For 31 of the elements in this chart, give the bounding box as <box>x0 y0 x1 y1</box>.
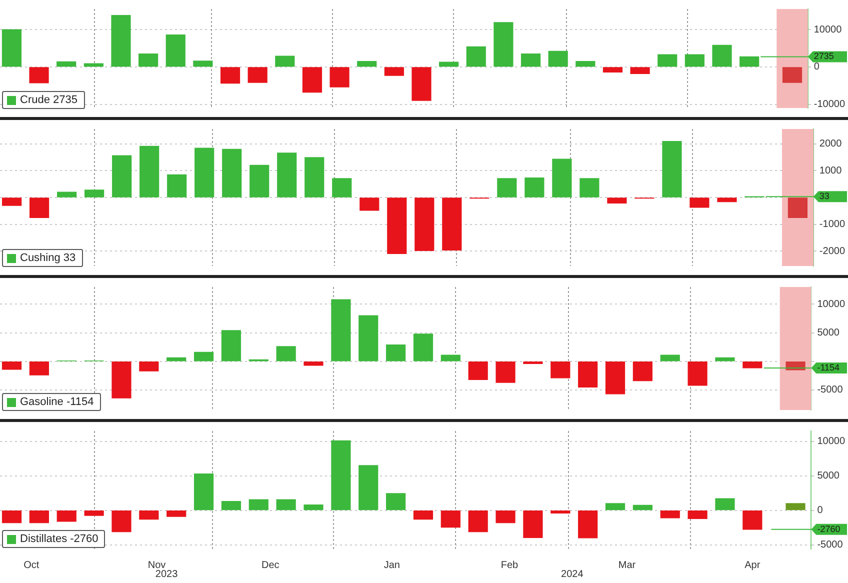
y-tick-label: 10000 <box>814 24 842 36</box>
y-tick-label: 1000 <box>819 165 842 176</box>
x-tick-label: Oct <box>24 560 40 571</box>
y-tick-label: -10000 <box>814 99 846 110</box>
y-tick-label: 2000 <box>819 138 842 150</box>
x-tick-label: Dec <box>262 560 280 571</box>
y-tick-label: 10000 <box>817 298 846 310</box>
x-tick-label: Feb <box>500 560 518 571</box>
x-tick-label: Apr <box>744 560 761 571</box>
y-tick-label: 0 <box>814 62 820 73</box>
text: 2023 <box>155 568 178 580</box>
ref-line-label: -2760 <box>817 524 840 534</box>
x-tick-label: Nov <box>148 560 166 571</box>
legend-label: Cushing 33 <box>20 252 76 264</box>
ref-line-label: -1154 <box>817 362 840 372</box>
ref-line-label: 2735 <box>814 51 834 62</box>
legend-label: Crude 2735 <box>20 94 78 106</box>
y-tick-label: 5000 <box>817 328 840 339</box>
y-tick-label: -5000 <box>817 384 844 396</box>
y-tick-label: 5000 <box>817 470 840 482</box>
y-tick-label: -1000 <box>819 219 846 230</box>
x-tick-label: Mar <box>618 560 636 571</box>
legend-label: Distillates -2760 <box>20 533 98 545</box>
y-tick-label: -5000 <box>817 540 844 551</box>
legend-label: Gasoline -1154 <box>20 396 94 408</box>
y-tick-label: -2000 <box>819 246 846 257</box>
ref-line-label: 33 <box>819 191 830 202</box>
x-tick-label: Jan <box>384 560 400 571</box>
y-tick-label: 0 <box>817 505 824 516</box>
text: 2024 <box>561 568 584 580</box>
y-tick-label: 10000 <box>817 436 846 448</box>
